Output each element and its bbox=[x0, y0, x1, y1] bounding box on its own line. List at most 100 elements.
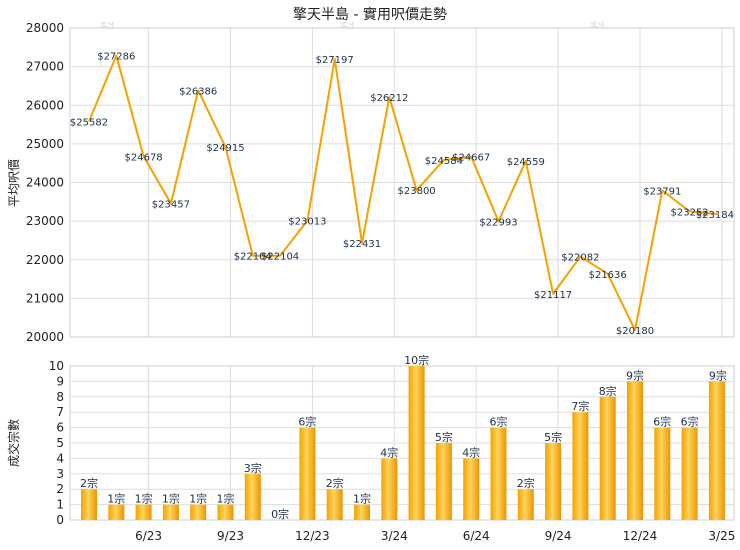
price-data-label: $24559 bbox=[507, 157, 545, 168]
bar-y-tick: 8 bbox=[56, 390, 64, 404]
line-y-tick: 22000 bbox=[26, 253, 64, 267]
transaction-data-label: 9宗 bbox=[709, 368, 727, 382]
transaction-bar bbox=[354, 504, 370, 520]
transaction-bar bbox=[517, 489, 534, 520]
bar-x-tick: 9/24 bbox=[545, 529, 572, 543]
price-data-label: $23252 bbox=[671, 207, 709, 218]
price-data-label: $23800 bbox=[398, 186, 436, 197]
transaction-bar bbox=[108, 504, 125, 520]
transaction-data-label: 7宗 bbox=[571, 399, 589, 413]
transaction-bar bbox=[599, 396, 616, 520]
line-y-tick: 27000 bbox=[26, 60, 64, 74]
price-data-label: $23457 bbox=[152, 199, 190, 210]
price-data-label: $22104 bbox=[234, 252, 272, 263]
line-y-tick: 21000 bbox=[26, 291, 64, 305]
bar-y-tick: 10 bbox=[49, 359, 64, 373]
transaction-data-label: 2宗 bbox=[80, 476, 98, 490]
price-data-label: $26386 bbox=[179, 86, 217, 97]
bar-x-tick: 3/25 bbox=[708, 529, 735, 543]
transaction-data-label: 8宗 bbox=[599, 384, 617, 398]
line-y-tick-labels: 20000 21000 22000 23000 24000 25000 26000 27000… bbox=[26, 21, 64, 344]
transaction-data-label: 1宗 bbox=[189, 492, 207, 506]
bar-y-tick: 5 bbox=[56, 436, 64, 450]
transaction-data-label: 1宗 bbox=[217, 492, 235, 506]
transaction-data-label: 10宗 bbox=[404, 353, 429, 367]
transaction-bar bbox=[572, 412, 589, 520]
line-y-tick: 20000 bbox=[26, 330, 64, 344]
bar-y-tick: 7 bbox=[56, 405, 64, 419]
price-data-label: $22993 bbox=[479, 217, 517, 228]
transaction-bar bbox=[81, 489, 97, 520]
bar-y-tick-labels: 01 23 456 78 910 bbox=[49, 359, 64, 527]
bar-x-tick: 12/24 bbox=[623, 529, 658, 543]
price-data-label: $22431 bbox=[343, 239, 381, 250]
price-data-label: $21117 bbox=[534, 290, 572, 301]
transaction-data-label: 1宗 bbox=[162, 492, 180, 506]
transaction-data-label: 5宗 bbox=[435, 430, 453, 444]
transaction-bar bbox=[326, 489, 343, 520]
transaction-bar bbox=[435, 443, 452, 520]
transaction-bar bbox=[135, 504, 152, 520]
transaction-bar bbox=[408, 366, 425, 520]
transaction-data-label: 1宗 bbox=[353, 492, 371, 506]
bar-x-tick: 3/24 bbox=[381, 529, 408, 543]
price-data-label: $24915 bbox=[206, 143, 244, 154]
chart-title: 擎天半島 - 實用呎價走勢 bbox=[293, 6, 447, 23]
price-data-label: $24678 bbox=[125, 152, 163, 163]
price-line-chart: 20000 21000 22000 23000 24000 25000 26000 27000… bbox=[7, 21, 735, 344]
bar-y-tick: 4 bbox=[56, 451, 64, 465]
line-y-tick: 28000 bbox=[26, 21, 64, 35]
transaction-bar bbox=[244, 473, 261, 520]
bar-grid bbox=[70, 366, 734, 520]
bar-y-tick: 1 bbox=[56, 498, 64, 512]
price-data-label: $23013 bbox=[288, 217, 326, 228]
transaction-bar bbox=[463, 458, 480, 520]
line-y-axis-label: 平均呎價 bbox=[7, 159, 21, 207]
bar-y-tick: 6 bbox=[56, 421, 64, 435]
transaction-data-label: 3宗 bbox=[244, 461, 262, 475]
transaction-bar bbox=[217, 504, 234, 520]
bar-x-tick: 9/23 bbox=[217, 529, 244, 543]
price-data-label: $21636 bbox=[589, 270, 627, 281]
bar-x-tick: 12/23 bbox=[295, 529, 330, 543]
price-series bbox=[88, 54, 717, 332]
transaction-bar bbox=[708, 381, 725, 520]
transaction-data-label: 5宗 bbox=[544, 430, 562, 444]
transaction-bar bbox=[490, 427, 507, 520]
line-y-tick: 23000 bbox=[26, 214, 64, 228]
bar-y-tick: 2 bbox=[56, 482, 64, 496]
bar-y-axis-label: 成交宗數 bbox=[6, 419, 21, 467]
bar-x-tick-labels: 6/23 9/23 12/23 3/24 6/24 9/24 12/24 3/25 bbox=[135, 529, 735, 543]
price-data-labels: $25582 $27286 $24678 $23457 $26386 $24915 $221… bbox=[70, 52, 734, 337]
transaction-bar bbox=[381, 458, 398, 520]
price-data-label: $27286 bbox=[97, 52, 135, 63]
transaction-bar bbox=[545, 443, 562, 520]
price-line bbox=[88, 54, 717, 332]
bar-x-tick: 6/24 bbox=[463, 529, 490, 543]
transaction-data-label: 2宗 bbox=[517, 476, 535, 490]
price-data-label: $26212 bbox=[370, 93, 408, 104]
price-data-label: $24584 bbox=[425, 156, 463, 167]
transaction-data-label: 2宗 bbox=[326, 476, 344, 490]
price-data-label: $23791 bbox=[643, 187, 681, 198]
price-data-label: $22082 bbox=[561, 253, 599, 264]
transaction-bars bbox=[81, 366, 725, 520]
price-data-label: $20180 bbox=[616, 326, 654, 337]
line-y-tick: 26000 bbox=[26, 98, 64, 112]
line-y-tick: 24000 bbox=[26, 176, 64, 190]
transaction-data-label: 4宗 bbox=[380, 445, 398, 459]
transaction-bar-chart: 01 23 456 78 910 成交宗數 2宗 1宗 1宗 1宗 1宗 1宗 3宗 0宗 6宗 2宗 1宗… bbox=[6, 353, 735, 543]
line-y-tick: 25000 bbox=[26, 137, 64, 151]
transaction-data-label: 9宗 bbox=[626, 368, 644, 382]
transaction-data-label: 4宗 bbox=[462, 445, 480, 459]
bar-y-tick: 0 bbox=[56, 513, 64, 527]
bar-y-tick: 3 bbox=[56, 467, 64, 481]
transaction-bar bbox=[190, 504, 207, 520]
transaction-data-labels: 2宗 1宗 1宗 1宗 1宗 1宗 3宗 0宗 6宗 2宗 1宗 4宗 10宗 5宗 4宗 6宗 2宗 5宗 7宗 8… bbox=[80, 353, 727, 521]
price-data-label: $24667 bbox=[452, 153, 490, 164]
transaction-bar bbox=[299, 427, 316, 520]
bar-x-tick: 6/23 bbox=[135, 529, 162, 543]
transaction-data-label: 0宗 bbox=[271, 507, 289, 521]
transaction-data-label: 1宗 bbox=[107, 492, 125, 506]
